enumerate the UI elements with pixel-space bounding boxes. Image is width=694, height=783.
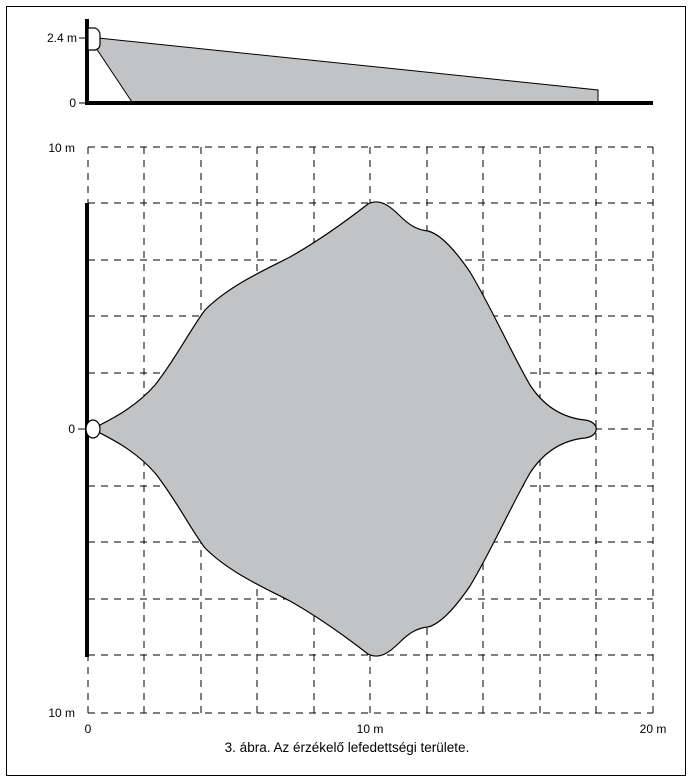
top-view: 10 m 0 10 m 0 10 m 20 m [48,141,666,736]
y-bottom-label: 10 m [48,706,75,720]
side-view: 2.4 m 0 [47,19,653,110]
x-label-20m: 20 m [640,722,667,736]
side-zero-label: 0 [69,96,76,110]
side-height-label: 2.4 m [47,31,77,45]
side-sensor-icon [87,27,101,51]
y-top-label: 10 m [48,141,75,155]
x-label-10m: 10 m [357,722,384,736]
top-sensor-icon [85,419,101,439]
side-coverage-area [95,37,599,103]
y-zero-label: 0 [68,422,75,436]
top-coverage-area [90,201,597,657]
x-label-0: 0 [85,722,92,736]
figure-caption: 3. ábra. Az érzékelő lefedettségi terüle… [224,740,470,755]
